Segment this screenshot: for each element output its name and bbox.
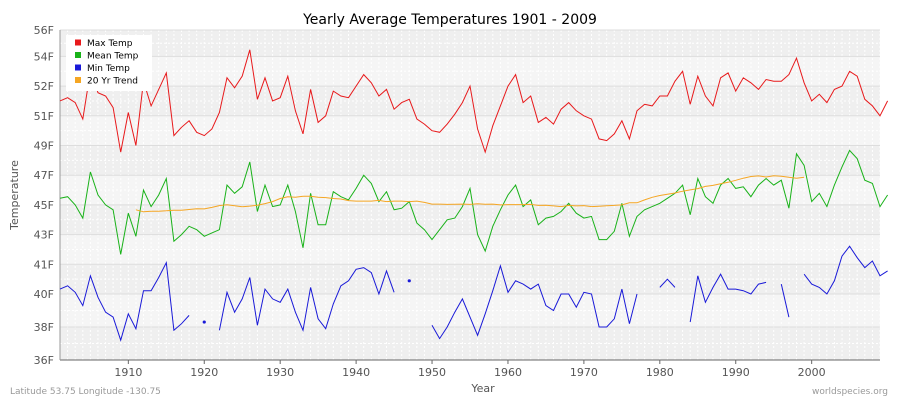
x-tick-label: 1940: [342, 366, 370, 379]
series-point-min-temp: [407, 279, 411, 283]
y-tick-label: 51F: [34, 110, 54, 123]
y-tick-label: 52F: [34, 80, 54, 93]
footer-location: Latitude 53.75 Longitude -130.75: [10, 387, 161, 397]
legend-label-min-temp: Min Temp: [87, 64, 130, 74]
x-tick-label: 1950: [418, 366, 446, 379]
series-line-20-yr-trend: [135, 175, 805, 213]
series-point-min-temp: [202, 320, 206, 324]
x-tick-label: 1970: [570, 366, 598, 379]
y-tick-label: 41F: [34, 258, 54, 271]
y-tick-label: 56F: [34, 24, 54, 37]
series-mean-temp: [59, 149, 889, 255]
series-20-yr-trend: [135, 175, 805, 213]
footer-source: worldspecies.org: [812, 387, 888, 397]
legend-label-mean-temp: Mean Temp: [87, 52, 139, 62]
legend-label-20-yr-trend: 20 Yr Trend: [87, 77, 138, 87]
x-tick-label: 1960: [494, 366, 522, 379]
series-layer: [59, 49, 889, 342]
x-tick-label: 1980: [646, 366, 674, 379]
series-line-min-temp: [689, 273, 767, 323]
series-line-max-temp: [59, 49, 889, 154]
y-tick-label: 47F: [34, 169, 54, 182]
x-tick-label: 1910: [114, 366, 142, 379]
legend-swatch-max-temp: [75, 39, 81, 46]
series-min-temp: [59, 245, 888, 342]
y-tick-label: 43F: [34, 229, 54, 242]
series-line-mean-temp: [59, 149, 889, 255]
y-tick-label: 49F: [34, 140, 54, 153]
series-line-min-temp: [780, 283, 790, 318]
legend-swatch-mean-temp: [75, 52, 81, 58]
legend-swatch-20-yr-trend: [75, 77, 81, 83]
y-axis-label: Temperature: [8, 160, 21, 231]
x-tick-label: 1920: [190, 366, 218, 379]
x-axis-ticks: 1910 1920 1930 1940 1950 1960 1970 1980 1990 2000: [114, 360, 826, 379]
legend-swatch-min-temp: [75, 64, 81, 71]
x-tick-label: 1990: [722, 366, 750, 379]
y-tick-label: 40F: [34, 288, 54, 301]
series-line-min-temp: [218, 267, 395, 333]
legend: Max Temp Mean Temp Min Temp 20 Yr Trend: [66, 35, 152, 91]
series-line-min-temp: [659, 278, 676, 288]
chart-title: Yearly Average Temperatures 1901 - 2009: [302, 12, 597, 28]
x-tick-label: 1930: [266, 366, 294, 379]
series-line-min-temp: [59, 260, 190, 342]
series-line-min-temp: [431, 264, 638, 340]
y-axis-ticks: 36F 38F 40F 41F 43F 45F 47F 49F 51F 52F 54F 56F: [34, 24, 54, 367]
x-tick-label: 2000: [798, 366, 826, 379]
legend-label-max-temp: Max Temp: [87, 39, 133, 49]
x-axis-label: Year: [470, 382, 495, 395]
y-tick-label: 45F: [34, 199, 54, 212]
series-max-temp: [59, 49, 889, 154]
y-tick-label: 36F: [34, 354, 54, 367]
y-tick-label: 38F: [34, 321, 54, 334]
y-tick-label: 54F: [34, 50, 54, 63]
series-line-min-temp: [803, 245, 888, 295]
